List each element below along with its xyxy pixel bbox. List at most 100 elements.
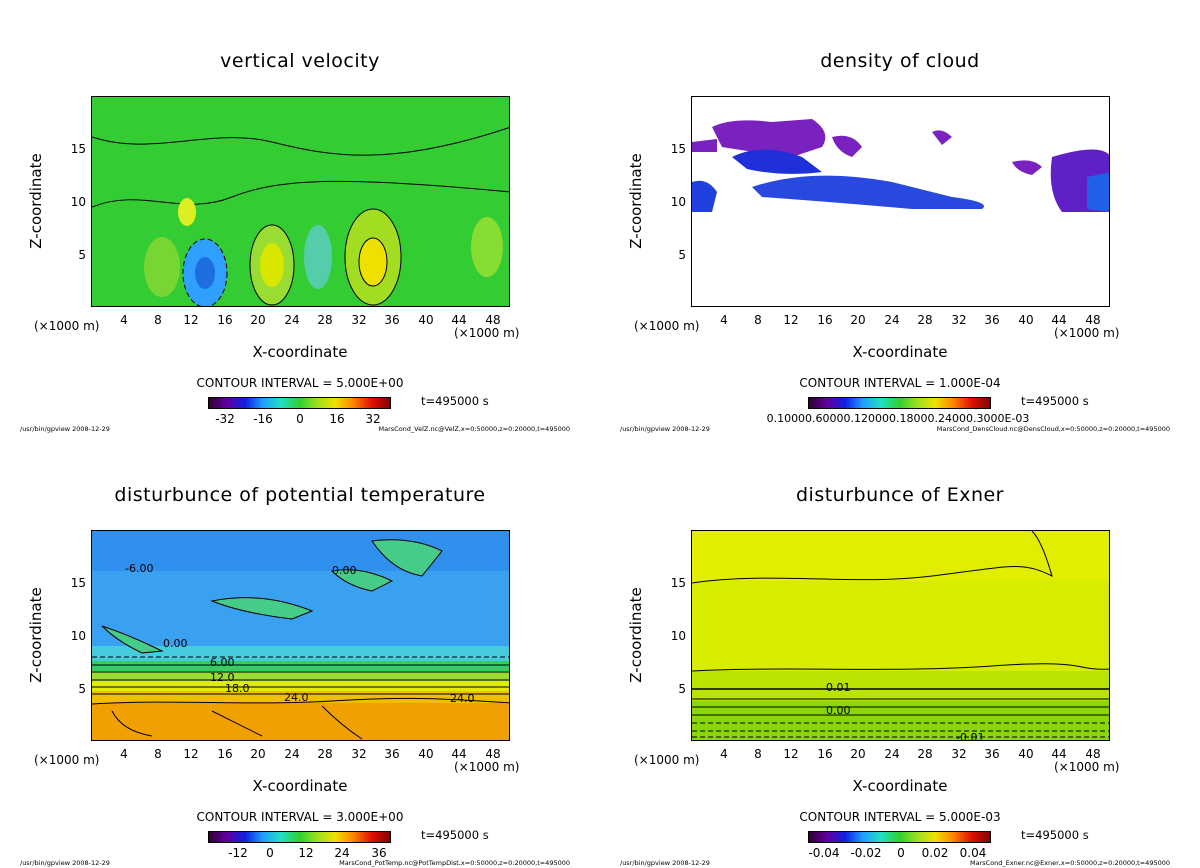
feature-blob <box>304 225 332 289</box>
y-tick-label: 15 <box>70 142 86 156</box>
x-tick-label: 20 <box>850 313 866 327</box>
footer-right: MarsCond_DensCloud.nc@DensCloud,x=0:5000… <box>936 425 1170 433</box>
cloud-region <box>692 180 717 212</box>
footer-right: MarsCond_VelZ.nc@VelZ,x=0:50000,z=0:2000… <box>378 425 570 433</box>
cloud-region <box>692 139 717 152</box>
x-tick-label: 40 <box>1018 747 1034 761</box>
y-tick-label: 5 <box>78 248 86 262</box>
contour-label: 18.0 <box>225 682 250 695</box>
time-label: t=495000 s <box>1021 828 1089 842</box>
colorbar-tick-label: 36 <box>371 846 387 860</box>
footer-left: /usr/bin/gpview 2008-12-29 <box>20 859 110 867</box>
chart-title: density of cloud <box>820 50 980 72</box>
x-tick-label: 4 <box>720 747 728 761</box>
chart-title: disturbunce of potential temperature <box>114 484 486 506</box>
heatmap-density-of-cloud <box>692 97 1109 306</box>
y-tick-label: 15 <box>670 142 686 156</box>
colorbar-tick-label: -16 <box>253 412 273 426</box>
contour-label: 6.00 <box>210 656 235 669</box>
colorbar-tick-label: 24 <box>334 846 350 860</box>
x-tick-label: 48 <box>1085 747 1101 761</box>
x-tick-label: 24 <box>884 313 900 327</box>
contour-interval: CONTOUR INTERVAL = 1.000E-04 <box>799 376 1001 390</box>
x-axis-title: X-coordinate <box>252 777 348 795</box>
cloud-region <box>712 119 826 157</box>
x-tick-label: 20 <box>250 313 266 327</box>
time-label: t=495000 s <box>421 828 489 842</box>
x-tick-label: 40 <box>1018 313 1034 327</box>
plot-area <box>91 96 510 307</box>
feature-blob <box>195 257 215 289</box>
footer-left: /usr/bin/gpview 2008-12-29 <box>620 425 710 433</box>
feature-blob <box>144 237 180 297</box>
x-tick-label: 48 <box>1085 313 1101 327</box>
x-tick-label: 48 <box>485 747 501 761</box>
x-tick-label: 36 <box>384 747 400 761</box>
contour-label: 0.00 <box>332 564 357 577</box>
chart-title: disturbunce of Exner <box>795 484 1004 506</box>
footer-left: /usr/bin/gpview 2008-12-29 <box>620 859 710 867</box>
colorbar-tick-label: 0 <box>296 412 304 426</box>
colorbar-tick-label: 16 <box>329 412 345 426</box>
y-axis-title: Z-coordinate <box>627 587 645 683</box>
x-tick-label: 36 <box>984 313 1000 327</box>
x-tick-label: 24 <box>284 747 300 761</box>
contour-label: -0.01 <box>956 731 985 744</box>
x-tick-label: 4 <box>120 747 128 761</box>
cloud-region <box>832 135 862 157</box>
footer-right: MarsCond_PotTemp.nc@PotTempDist,x=0:5000… <box>339 859 570 867</box>
colorbar-tick-label: -12 <box>228 846 248 860</box>
x-tick-label: 16 <box>817 747 833 761</box>
contour-label: 0.00 <box>163 637 188 650</box>
x-tick-label: 8 <box>154 747 162 761</box>
x-tick-label: 8 <box>154 313 162 327</box>
y-axis-title: Z-coordinate <box>27 153 45 249</box>
y-axis-title: Z-coordinate <box>627 153 645 249</box>
colorbar-tick-label: 0 <box>266 846 274 860</box>
contour-interval: CONTOUR INTERVAL = 5.000E+00 <box>196 376 404 390</box>
colorbar-tick-labels: 0.10000.60000.120000.18000.24000.3000E-0… <box>766 412 1030 425</box>
contour-interval: CONTOUR INTERVAL = 5.000E-03 <box>799 810 1001 824</box>
y-tick-label: 10 <box>70 629 86 643</box>
x-tick-label: 44 <box>1051 313 1067 327</box>
contour-label: -6.00 <box>125 562 154 575</box>
x-tick-label: 12 <box>183 747 199 761</box>
panel-vertical-velocity: vertical velocity Z-coordinate 5 10 15 (… <box>0 0 600 434</box>
colorbar-tick-label: 0 <box>897 846 905 860</box>
plot-area <box>91 530 510 741</box>
contour-label: 0.01 <box>826 681 851 694</box>
heatmap-potential-temperature <box>92 531 509 740</box>
colorbar-tick-label: 12 <box>298 846 314 860</box>
x-unit-left: (×1000 m) <box>634 319 700 333</box>
y-tick-label: 15 <box>70 576 86 590</box>
colorbar-tick-label: 0.04 <box>959 846 987 860</box>
x-tick-label: 44 <box>1051 747 1067 761</box>
x-tick-label: 28 <box>917 747 933 761</box>
y-tick-label: 5 <box>78 682 86 696</box>
x-tick-label: 44 <box>451 313 467 327</box>
x-tick-label: 12 <box>783 747 799 761</box>
x-unit-right: (×1000 m) <box>1054 760 1120 774</box>
x-axis-title: X-coordinate <box>852 777 948 795</box>
x-tick-label: 12 <box>183 313 199 327</box>
x-tick-label: 32 <box>951 747 967 761</box>
contour-label: 12.0 <box>210 671 235 684</box>
y-tick-label: 5 <box>678 682 686 696</box>
colorbar-tick-label: -0.02 <box>850 846 882 860</box>
x-tick-label: 8 <box>754 313 762 327</box>
panel-potential-temperature: disturbunce of potential temperature -6.… <box>0 434 600 868</box>
colorbar-tick-label: -32 <box>215 412 235 426</box>
x-tick-label: 40 <box>418 313 434 327</box>
contour-label: 24.0 <box>284 691 309 704</box>
plot-area <box>691 530 1110 741</box>
y-axis-title: Z-coordinate <box>27 587 45 683</box>
x-unit-left: (×1000 m) <box>34 753 100 767</box>
colorbar <box>808 397 991 409</box>
feature-region <box>330 569 394 592</box>
x-unit-right: (×1000 m) <box>454 326 520 340</box>
cloud-region <box>1087 172 1109 212</box>
x-tick-label: 32 <box>351 313 367 327</box>
colorbar-tick-label: 32 <box>365 412 381 426</box>
feature-region <box>210 597 314 620</box>
panel-density-of-cloud: density of cloud Z-coordinate 5 10 15 (×… <box>600 0 1200 434</box>
